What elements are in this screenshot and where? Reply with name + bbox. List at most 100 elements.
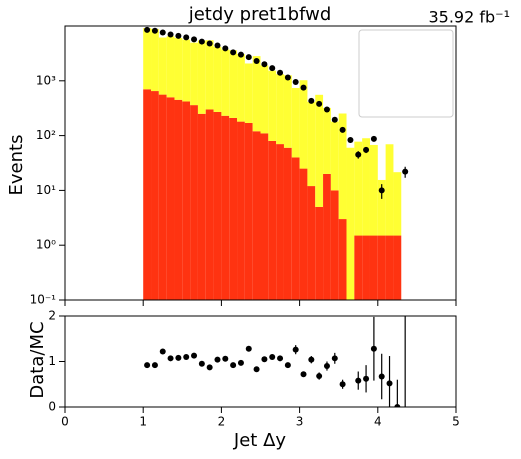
ratio-point	[386, 380, 393, 387]
ratio-point	[331, 355, 338, 362]
data-point	[284, 74, 291, 81]
x-tick-label: 1	[139, 415, 147, 429]
qcd-bar	[190, 42, 198, 106]
data-point	[292, 79, 299, 86]
ratio-point	[300, 371, 307, 378]
data-point	[300, 84, 307, 91]
qcd-bar	[354, 141, 363, 236]
ratio-point	[378, 373, 385, 380]
ratio-point	[183, 353, 190, 360]
ttbar-bar	[197, 113, 206, 300]
qcd-bar	[143, 27, 152, 90]
qcd-bar	[330, 121, 339, 191]
qcd-bar	[307, 101, 316, 187]
data-point	[378, 187, 385, 194]
ttbar-bar	[291, 157, 300, 300]
ttbar-bar	[244, 122, 253, 300]
ratio-point	[394, 404, 401, 407]
ttbar-bar	[158, 94, 167, 300]
data-point	[144, 26, 151, 33]
y-axis-label: Events	[6, 135, 27, 196]
data-point	[339, 126, 346, 133]
data-point	[269, 65, 276, 72]
ratio-point	[151, 362, 158, 369]
qcd-bar	[315, 94, 324, 207]
ratio-point	[292, 346, 299, 353]
ttbar-bar	[315, 206, 324, 300]
x-axis-label: Jet Δy	[233, 430, 286, 451]
ttbar-bar	[221, 115, 230, 300]
ttbar-bar	[307, 186, 316, 300]
y-tick-label: 10¹	[36, 183, 56, 197]
ratio-point	[144, 362, 151, 369]
ratio-point	[339, 381, 346, 388]
y-tick-label: 10³	[36, 73, 56, 87]
ttbar-bar	[174, 99, 183, 300]
qcd-bar	[346, 147, 355, 300]
x-tick-label: 3	[296, 415, 304, 429]
data-point	[402, 168, 409, 175]
data-point	[323, 106, 330, 113]
ratio-point	[261, 356, 268, 363]
ttbar-bar	[354, 235, 363, 300]
data-point	[308, 97, 315, 104]
qcd-bar	[393, 172, 402, 236]
ttbar-bar	[166, 97, 175, 300]
qcd-bar	[244, 63, 253, 123]
ratio-point	[175, 354, 182, 361]
data-point	[347, 137, 354, 144]
y-tick-label: 10⁰	[36, 238, 56, 252]
ratio-point	[191, 352, 198, 359]
qcd-bar	[291, 87, 300, 158]
qcd-bar	[369, 144, 378, 236]
data-point	[363, 146, 370, 153]
frame	[64, 25, 457, 301]
ratio-point	[222, 355, 229, 362]
data-point	[159, 29, 166, 36]
ttbar-bar	[385, 235, 394, 300]
qcd-bar	[385, 144, 394, 236]
ttbar-bar	[299, 168, 308, 300]
data-point	[198, 38, 205, 45]
qcd-bar	[182, 39, 191, 102]
y-tick-label: 10⁻¹	[30, 293, 57, 307]
ratio-plot	[144, 316, 406, 407]
data-point	[237, 51, 244, 58]
data-point	[331, 116, 338, 123]
ratio-point	[308, 356, 315, 363]
data-point	[191, 36, 198, 43]
ttbar-bar	[190, 105, 198, 300]
ratio-y-tick-label: 1	[48, 354, 56, 368]
qcd-bar	[205, 40, 214, 110]
ttbar-bar	[377, 235, 386, 300]
ttbar-bar	[268, 140, 277, 300]
ratio-point	[245, 345, 252, 352]
data-point	[253, 57, 260, 64]
data-point	[277, 69, 284, 76]
ttbar-bar	[283, 147, 292, 300]
ttbar-bar	[205, 109, 214, 300]
ratio-point	[230, 362, 237, 369]
qcd-bar	[237, 54, 245, 122]
data-point	[214, 42, 221, 49]
x-tick-label: 0	[61, 415, 69, 429]
data-point	[222, 45, 229, 52]
ratio-point	[206, 364, 213, 371]
qcd-bar	[268, 70, 277, 141]
ratio-point	[269, 353, 276, 360]
luminosity: 35.92 fb⁻¹	[428, 8, 510, 27]
ttbar-bar	[237, 121, 245, 300]
data-point	[316, 100, 323, 107]
data-point	[230, 49, 237, 56]
qcd-bar	[276, 74, 284, 145]
ttbar-bar	[369, 235, 378, 300]
ttbar-bar	[362, 235, 370, 300]
ttbar-bar	[229, 117, 238, 300]
ttbar-bar	[143, 89, 152, 300]
ttbar-bar	[182, 101, 191, 300]
chart-title: jetdy pret1bfwd	[188, 4, 332, 25]
ratio-point	[237, 359, 244, 366]
ttbar-bar	[323, 173, 331, 300]
data-point	[206, 40, 213, 47]
qcd-bar	[213, 46, 222, 112]
